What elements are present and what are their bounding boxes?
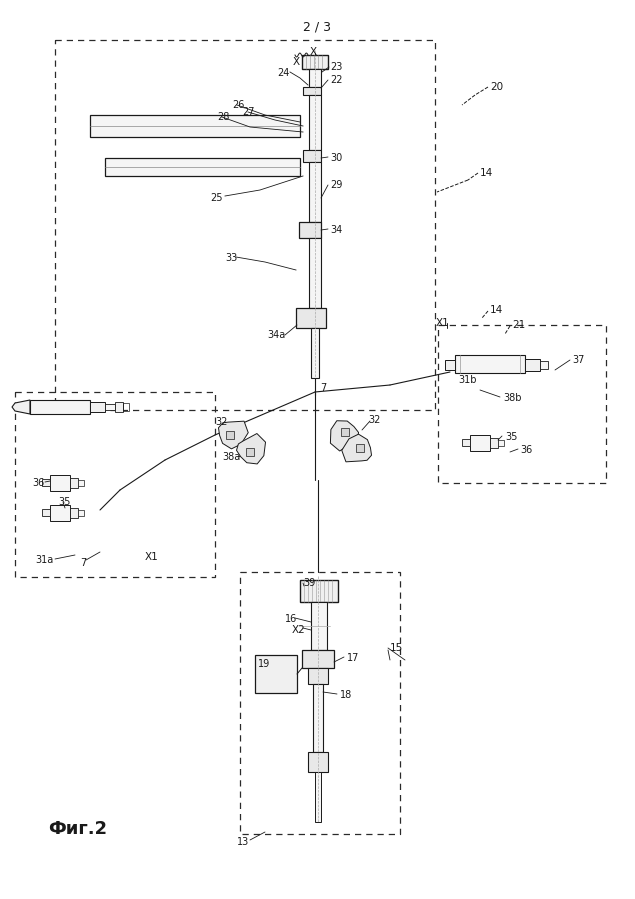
Polygon shape [236,433,265,464]
Text: 31a: 31a [35,555,53,565]
Bar [438,325,606,483]
Polygon shape [12,400,30,414]
Bar [123,403,129,411]
Bar [303,150,321,162]
Text: 22: 22 [330,75,342,85]
Text: Фиг.2: Фиг.2 [48,820,107,838]
Bar [341,428,349,436]
Text: X2: X2 [292,625,305,635]
Bar [90,115,300,137]
Text: 28: 28 [217,112,229,122]
Bar [313,684,323,752]
Text: 25: 25 [210,193,222,203]
Bar [78,510,84,516]
Bar [311,328,319,378]
Bar [308,752,328,772]
Text: X: X [309,47,317,57]
Text: 15: 15 [390,643,403,653]
Bar [226,431,234,439]
Bar [540,361,548,369]
Bar [90,402,105,412]
Text: 35: 35 [58,497,70,507]
Bar [70,478,78,488]
Bar [70,508,78,518]
Text: 36: 36 [520,445,532,455]
Text: 19: 19 [258,659,271,669]
Text: 13: 13 [237,837,250,847]
Bar [498,440,504,446]
Bar [255,655,297,693]
Bar [309,69,321,87]
Text: 37: 37 [572,355,584,365]
Text: 20: 20 [490,82,503,92]
Text: 34: 34 [330,225,342,235]
Bar [296,308,326,328]
Text: 38a: 38a [222,452,240,462]
Bar [455,355,525,373]
Bar [115,402,123,412]
Text: 16: 16 [285,614,297,624]
Text: 31b: 31b [458,375,476,385]
Bar [315,772,321,822]
Text: 2 / 3: 2 / 3 [303,20,331,33]
Text: 34a: 34a [267,330,285,340]
Text: 39: 39 [303,578,315,588]
Text: 14: 14 [490,305,504,315]
Bar [525,359,540,371]
Text: 14: 14 [480,168,493,178]
Bar [356,444,364,452]
Text: 21: 21 [512,320,525,330]
Bar [303,87,321,95]
Bar [42,479,50,486]
Bar [42,509,50,516]
Text: 7: 7 [80,558,86,568]
Bar [470,435,490,451]
Text: 32: 32 [215,417,227,427]
Text: 32: 32 [368,415,380,425]
Bar [308,668,328,684]
Bar [50,475,70,491]
Text: 33: 33 [225,253,237,263]
Bar [240,572,400,834]
Bar [302,55,328,69]
Text: 24: 24 [277,68,290,78]
Polygon shape [218,421,248,449]
Bar [50,505,70,521]
Text: X: X [293,57,300,67]
Polygon shape [342,434,371,462]
Bar [445,360,455,370]
Text: 7: 7 [320,383,326,393]
Bar [246,448,254,456]
Text: X1: X1 [145,552,159,562]
Bar [309,162,321,222]
Bar [105,158,300,176]
Bar [300,580,338,602]
Text: 36: 36 [32,478,44,488]
Text: 17: 17 [347,653,359,663]
Text: 38b: 38b [503,393,521,403]
Text: X1: X1 [436,318,450,328]
Text: 26: 26 [232,100,244,110]
Text: 29: 29 [330,180,342,190]
Text: 27: 27 [242,107,255,117]
Bar [311,602,327,650]
Polygon shape [330,421,359,451]
Bar [78,480,84,486]
Text: 23: 23 [330,62,342,72]
Bar [490,438,498,448]
Text: 18: 18 [340,690,352,700]
Bar [309,95,321,150]
Bar [15,392,215,577]
Bar [309,238,321,308]
Bar [105,404,115,410]
Bar [299,222,321,238]
Bar [462,439,470,446]
Bar [302,650,334,668]
Text: 35: 35 [505,432,518,442]
Bar [30,400,90,414]
Text: 30: 30 [330,153,342,163]
Bar [55,40,435,410]
